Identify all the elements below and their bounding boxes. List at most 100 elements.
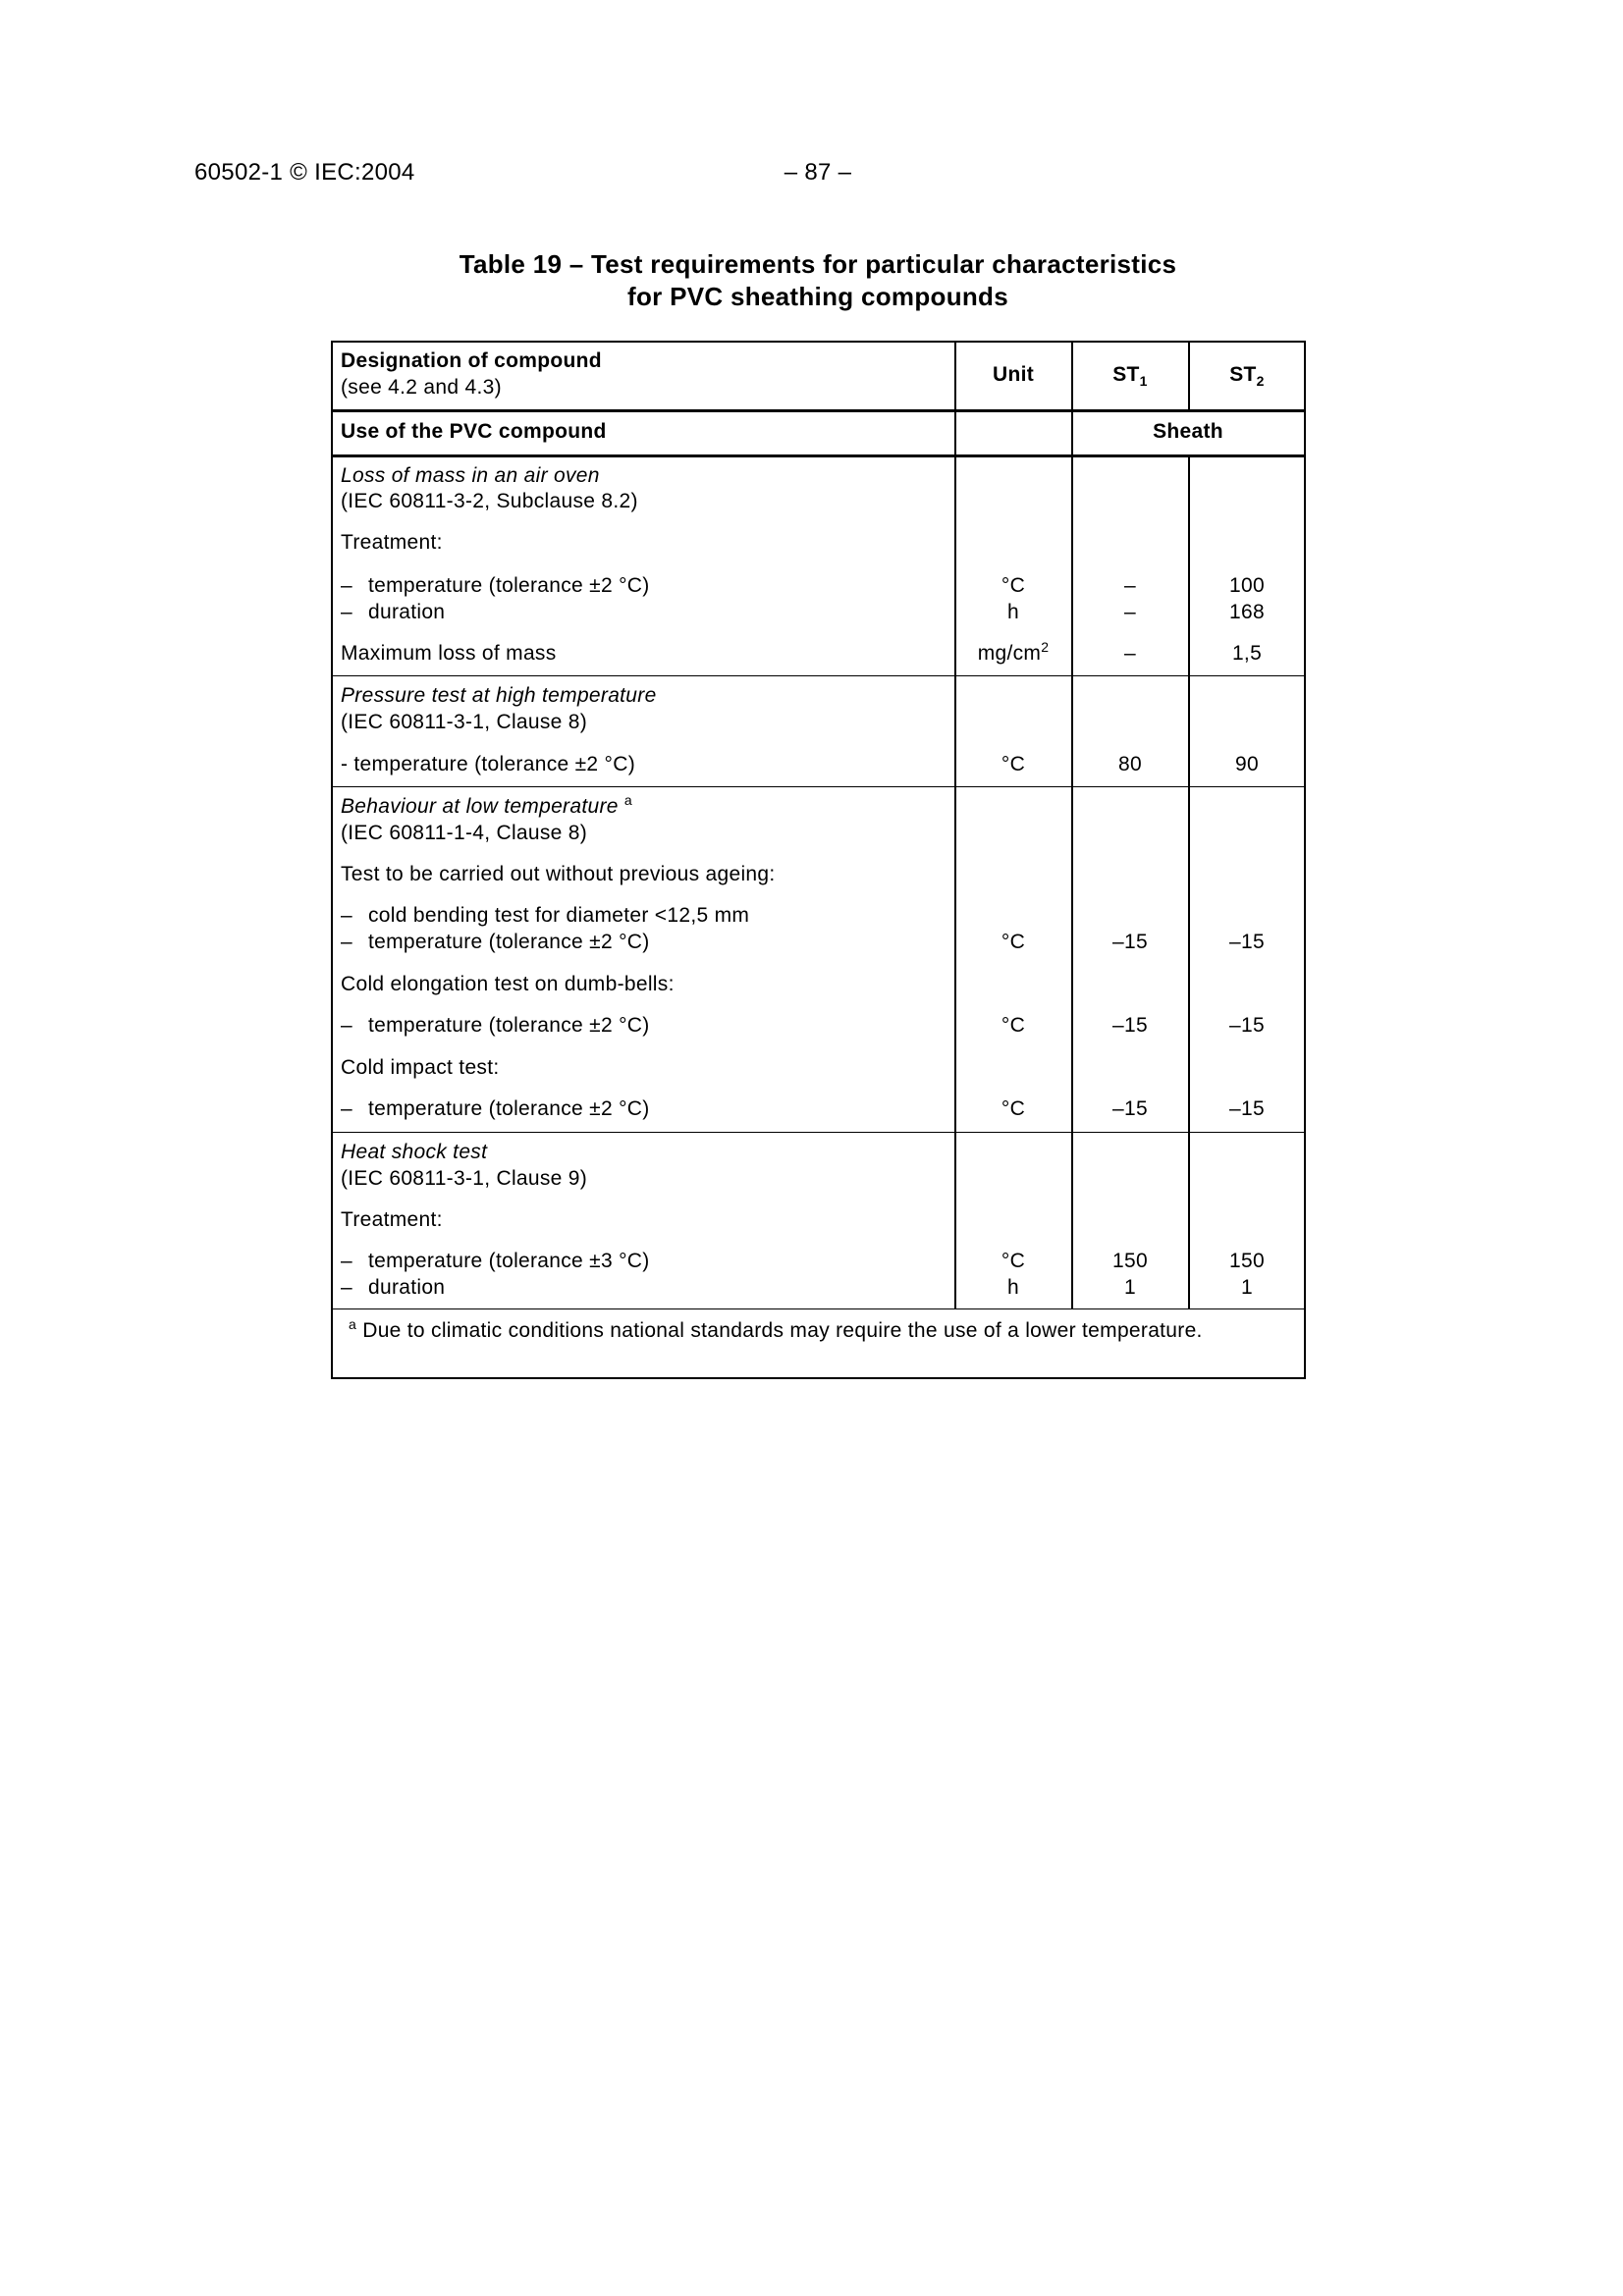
s3-title-text: Behaviour at low temperature xyxy=(341,795,619,818)
s3-bend: – cold bending test for diameter <12,5 mm xyxy=(341,903,749,929)
table-border xyxy=(1304,341,1306,1379)
s1-unit-dur: h xyxy=(1007,601,1019,623)
s4-st2-temp: 150 xyxy=(1229,1250,1265,1272)
s1-st2-max: 1,5 xyxy=(1231,642,1263,665)
unit-text: mg/cm xyxy=(977,642,1042,665)
use-label: Use of the PVC compound xyxy=(341,420,607,443)
s2-unit: °C xyxy=(1001,753,1026,775)
s3-intro: Test to be carried out without previous … xyxy=(341,863,776,885)
s3-temp1-label: temperature (tolerance ±2 °C) xyxy=(368,931,650,953)
s3-temp1: – temperature (tolerance ±2 °C) xyxy=(341,930,650,955)
footnote-ref: a xyxy=(623,792,632,808)
table-border xyxy=(331,1377,1306,1379)
table-title-line2: for PVC sheathing compounds xyxy=(626,282,1009,311)
dash: – xyxy=(341,574,352,597)
s1-unit-max: mg/cm2 xyxy=(977,639,1050,667)
s1-st2-dur: 168 xyxy=(1229,601,1265,623)
row-divider xyxy=(331,786,1306,787)
table-footnote: a Due to climatic conditions national st… xyxy=(349,1317,1287,1344)
table-border xyxy=(331,341,1306,343)
s4-duration-label: duration xyxy=(368,1276,446,1299)
st1-subscript: 1 xyxy=(1139,373,1148,390)
dash: – xyxy=(341,1276,352,1299)
column-divider xyxy=(1188,341,1190,410)
s1-ref: (IEC 60811-3-2, Subclause 8.2) xyxy=(341,490,638,512)
row-divider xyxy=(331,409,1306,412)
s1-duration: – duration xyxy=(341,600,445,625)
s4-title: Heat shock test xyxy=(341,1141,488,1163)
page-number: – 87 – xyxy=(784,159,852,186)
header-st2: ST2 xyxy=(1229,362,1265,388)
s4-st1-temp: 150 xyxy=(1112,1250,1148,1272)
s3-st1-1: –15 xyxy=(1112,931,1148,953)
s3-st2-3: –15 xyxy=(1229,1097,1265,1120)
s3-st2-1: –15 xyxy=(1229,931,1265,953)
column-divider xyxy=(1071,341,1073,1308)
unit-superscript: 2 xyxy=(1041,639,1050,655)
dash: – xyxy=(341,1097,352,1120)
s1-title: Loss of mass in an air oven xyxy=(341,464,600,487)
dash: – xyxy=(341,1014,352,1037)
s1-unit-temp: °C xyxy=(1001,574,1026,597)
row-divider xyxy=(331,675,1306,676)
s1-duration-label: duration xyxy=(368,601,446,623)
row-divider xyxy=(331,1132,1306,1133)
s1-max: Maximum loss of mass xyxy=(341,642,557,665)
s2-temp: - temperature (tolerance ±2 °C) xyxy=(341,753,635,775)
footnote-text: Due to climatic conditions national stan… xyxy=(362,1319,1203,1342)
s1-temp: – temperature (tolerance ±2 °C) xyxy=(341,573,650,599)
s2-title: Pressure test at high temperature xyxy=(341,684,657,707)
s3-unit-3: °C xyxy=(1001,1097,1026,1120)
s1-st1-temp: – xyxy=(1124,574,1136,597)
s3-temp2-label: temperature (tolerance ±2 °C) xyxy=(368,1014,650,1037)
s3-st1-3: –15 xyxy=(1112,1097,1148,1120)
st2-subscript: 2 xyxy=(1256,373,1265,390)
s4-ref: (IEC 60811-3-1, Clause 9) xyxy=(341,1167,588,1190)
s2-ref: (IEC 60811-3-1, Clause 8) xyxy=(341,711,588,733)
s4-temp: – temperature (tolerance ±3 °C) xyxy=(341,1249,650,1274)
st1-label: ST xyxy=(1112,363,1140,386)
row-divider xyxy=(331,454,1306,457)
row-divider xyxy=(331,1308,1306,1309)
use-value: Sheath xyxy=(1153,420,1223,443)
header-st1: ST1 xyxy=(1112,362,1148,388)
document-id: 60502-1 © IEC:2004 xyxy=(194,159,415,186)
s2-st1: 80 xyxy=(1118,753,1142,775)
s3-unit-2: °C xyxy=(1001,1014,1026,1037)
s3-st2-2: –15 xyxy=(1229,1014,1265,1037)
s4-treatment: Treatment: xyxy=(341,1208,443,1231)
s3-unit-1: °C xyxy=(1001,931,1026,953)
dash: – xyxy=(341,931,352,953)
s3-title: Behaviour at low temperature a xyxy=(341,792,632,820)
s3-ref: (IEC 60811-1-4, Clause 8) xyxy=(341,822,588,844)
s1-treatment: Treatment: xyxy=(341,531,443,554)
header-unit: Unit xyxy=(992,363,1035,386)
s3-temp3-label: temperature (tolerance ±2 °C) xyxy=(368,1097,650,1120)
column-divider xyxy=(954,341,956,1308)
footnote-mark: a xyxy=(349,1316,357,1332)
s4-st1-dur: 1 xyxy=(1124,1276,1136,1299)
s3-impact: Cold impact test: xyxy=(341,1056,500,1079)
table-border xyxy=(331,341,333,1379)
s3-bend-label: cold bending test for diameter <12,5 mm xyxy=(368,904,750,927)
s2-st2: 90 xyxy=(1235,753,1259,775)
s4-unit-dur: h xyxy=(1007,1276,1019,1299)
dash: – xyxy=(341,601,352,623)
s1-st1-dur: – xyxy=(1124,601,1136,623)
s1-st2-temp: 100 xyxy=(1229,574,1265,597)
s3-temp3: – temperature (tolerance ±2 °C) xyxy=(341,1096,650,1122)
dash: – xyxy=(341,1250,352,1272)
s3-st1-2: –15 xyxy=(1112,1014,1148,1037)
st2-label: ST xyxy=(1229,363,1257,386)
s1-st1-max: – xyxy=(1124,642,1136,665)
s3-temp2: – temperature (tolerance ±2 °C) xyxy=(341,1013,650,1039)
dash: – xyxy=(341,904,352,927)
s4-duration: – duration xyxy=(341,1275,445,1301)
s3-elong: Cold elongation test on dumb-bells: xyxy=(341,973,675,995)
s4-unit-temp: °C xyxy=(1001,1250,1026,1272)
s4-st2-dur: 1 xyxy=(1241,1276,1253,1299)
s4-temp-label: temperature (tolerance ±3 °C) xyxy=(368,1250,650,1272)
column-divider xyxy=(1188,455,1190,1308)
header-designation: Designation of compound xyxy=(341,349,602,372)
